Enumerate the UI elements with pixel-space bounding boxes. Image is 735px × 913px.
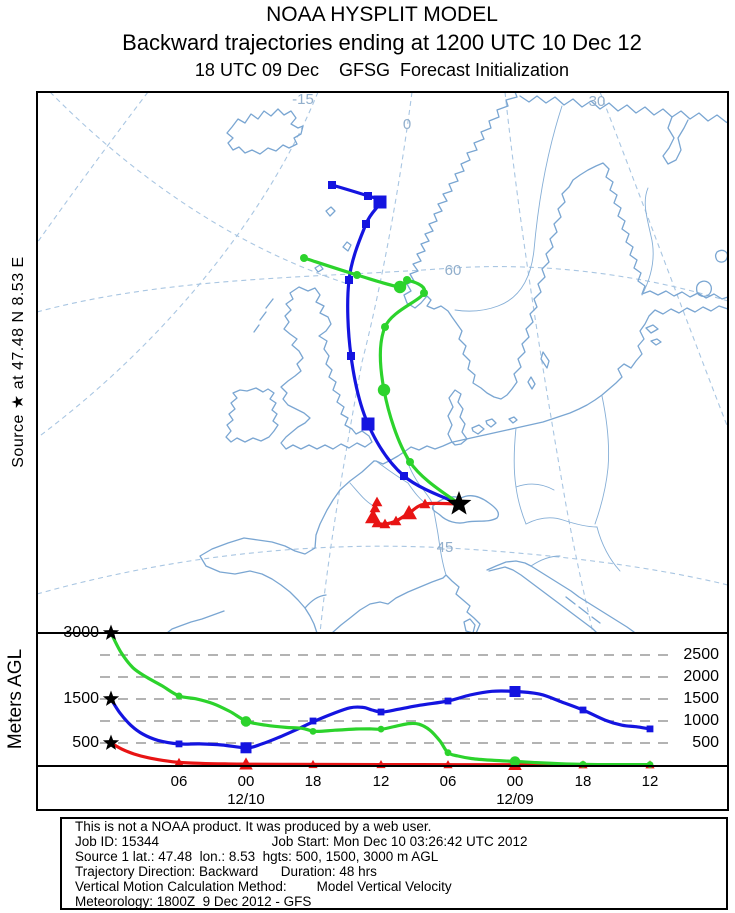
height-1500m-marker — [579, 706, 587, 714]
height-3000m-marker — [509, 756, 521, 767]
title-block: NOAA HYSPLIT MODEL Backward trajectories… — [29, 2, 735, 83]
height-3000m-marker — [175, 692, 183, 700]
start-height-star-500m — [102, 734, 120, 750]
height-3000m-marker — [240, 716, 252, 727]
trajectory-3000m-path — [302, 256, 461, 506]
height-axis-left-label: 3000 — [63, 624, 99, 641]
graticule-label: 45 — [436, 539, 454, 556]
plot-init-line: 18 UTC 09 Dec GFSG Forecast Initializati… — [194, 60, 570, 80]
trajectory-1500m-marker — [362, 220, 370, 228]
country-borders — [349, 105, 654, 576]
map-panel — [38, 93, 727, 632]
height-1500m-marker — [646, 725, 654, 733]
trajectory-3000m-marker — [353, 271, 361, 279]
height-axis-right-label: 500 — [692, 734, 719, 751]
height-1500m-marker — [240, 742, 252, 754]
height-500m-curve — [109, 741, 652, 767]
time-tick-label: 18 — [574, 773, 592, 790]
height-1500m-marker — [444, 697, 452, 705]
height-axis-right-label: 1000 — [683, 712, 719, 729]
map-trajectories — [300, 181, 472, 529]
date-tick-label: 12/09 — [496, 791, 534, 808]
trajectory-1500m-marker — [345, 276, 353, 284]
trajectory-3000m-marker — [406, 458, 414, 466]
height-profile-panel — [100, 624, 668, 770]
trajectory-500m-marker — [390, 515, 402, 526]
height-1500m-marker — [175, 740, 183, 748]
time-tick-label: 06 — [439, 773, 457, 790]
graticule-label: 60 — [444, 262, 462, 279]
height-axis-left-label: 1500 — [63, 690, 99, 707]
plot-subtitle: Backward trajectories ending at 1200 UTC… — [122, 30, 642, 55]
start-height-star-1500m — [102, 690, 120, 706]
time-tick-label: 12 — [372, 773, 390, 790]
trajectory-1500m-marker — [364, 192, 372, 200]
trajectory-500m-marker — [401, 505, 417, 520]
footer-meteorology: Meteorology: 1800Z 9 Dec 2012 - GFS — [75, 893, 312, 909]
height-3000m-marker — [444, 749, 452, 757]
height-axis-right-label: 2000 — [683, 668, 719, 685]
graticule-label: 30 — [588, 93, 606, 110]
europe-coastlines — [167, 93, 727, 632]
plot-title: NOAA HYSPLIT MODEL — [266, 3, 498, 26]
height-1500m-marker — [377, 708, 385, 716]
trajectory-3000m-marker — [381, 323, 389, 331]
map-graticule — [38, 93, 727, 632]
trajectory-500m-marker — [419, 498, 431, 509]
height-3000m-marker — [646, 761, 654, 769]
time-tick-label: 12 — [641, 773, 659, 790]
trajectory-500m-marker — [371, 496, 383, 507]
trajectory-500m-marker — [379, 518, 391, 529]
date-tick-label: 12/10 — [227, 791, 265, 808]
trajectory-500m-marker — [365, 509, 381, 524]
time-tick-label: 00 — [506, 773, 524, 790]
time-tick-label: 18 — [304, 773, 322, 790]
height-axis-right-label: 1500 — [683, 690, 719, 707]
height-500m-marker — [174, 757, 184, 766]
trajectory-3000m-marker — [300, 254, 308, 262]
trajectory-1500m-marker — [400, 472, 408, 480]
footer-job: Job ID: 15344 Job Start: Mon Dec 10 03:2… — [75, 833, 528, 849]
height-axis-left-label: 500 — [72, 734, 99, 751]
height-3000m-marker — [377, 725, 385, 733]
metadata-footer-box: This is not a NOAA product. It was produ… — [60, 817, 728, 910]
trajectory-1500m-marker — [361, 417, 375, 431]
footer-vertical-motion: Vertical Motion Calculation Method: Mode… — [75, 878, 452, 894]
trajectory-1500m-marker — [373, 195, 387, 209]
trajectory-3000m-marker — [377, 383, 391, 397]
height-1500m-marker — [509, 686, 521, 697]
time-tick-label: 00 — [237, 773, 255, 790]
trajectory-1500m-marker — [347, 352, 355, 360]
trajectory-500m-marker — [369, 502, 381, 513]
height-1500m-marker — [309, 717, 317, 725]
height-3000m-marker — [309, 727, 317, 735]
trajectory-3000m-marker — [420, 289, 428, 297]
source-star-marker — [446, 491, 472, 515]
panel-frames — [36, 91, 729, 811]
height-axis-right-label: 2500 — [683, 646, 719, 663]
trajectory-1500m-marker — [328, 181, 336, 189]
graticule-label: -15 — [292, 91, 314, 108]
trajectory-3000m-marker — [393, 280, 407, 294]
height-3000m-curve — [109, 631, 652, 767]
footer-disclaimer: This is not a NOAA product. It was produ… — [75, 819, 432, 834]
footer-direction: Trajectory Direction: Backward Duration:… — [75, 863, 377, 879]
time-tick-label: 06 — [170, 773, 188, 790]
trajectory-1500m-path — [330, 183, 461, 506]
graticule-label: 0 — [402, 116, 412, 133]
footer-source: Source 1 lat.: 47.48 lon.: 8.53 hgts: 50… — [75, 848, 439, 864]
trajectory-3000m-marker — [403, 276, 411, 284]
